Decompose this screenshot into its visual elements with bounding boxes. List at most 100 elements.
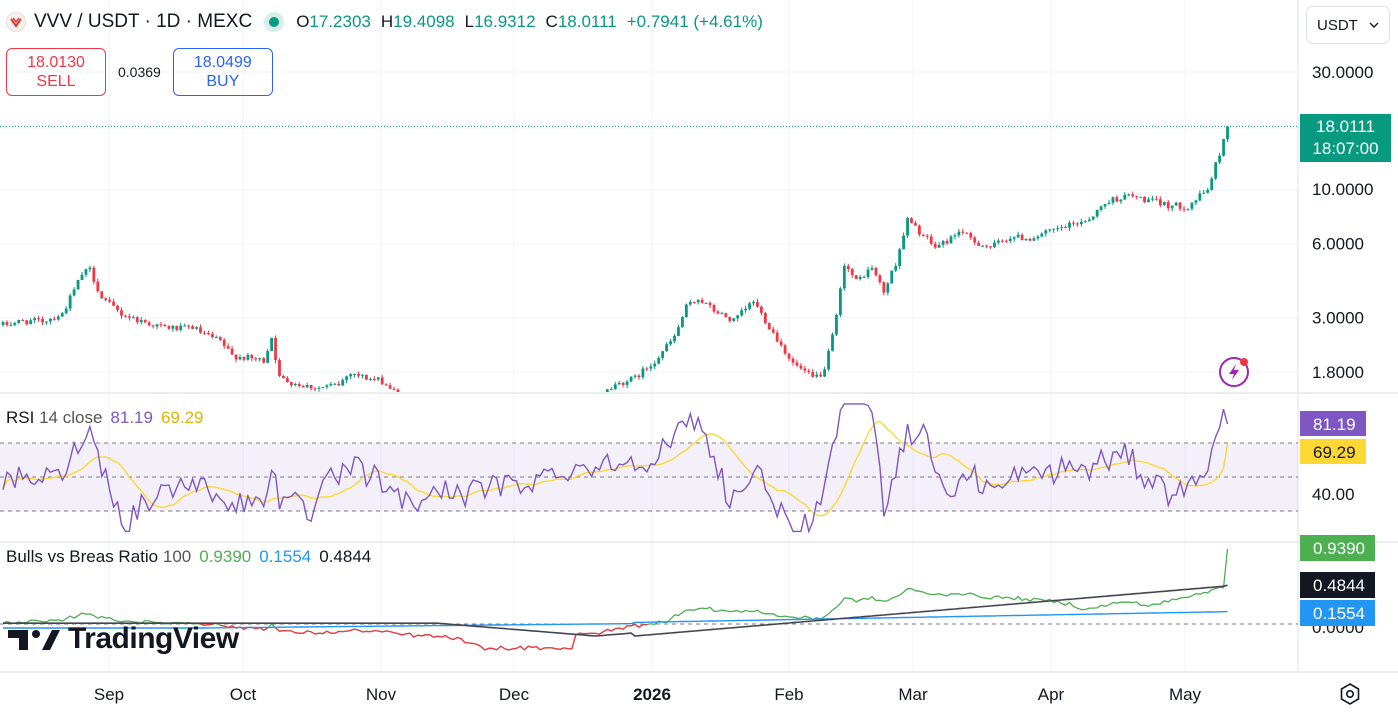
candle-body [1162, 202, 1166, 206]
candle-body [866, 269, 870, 277]
candle-body [795, 362, 799, 366]
candle-body [1186, 208, 1190, 210]
price-axis-label: 10.0000 [1312, 180, 1373, 199]
candle-body [890, 270, 894, 284]
candle-body [56, 316, 60, 320]
candle-body [1004, 240, 1008, 242]
candle-body [957, 231, 961, 236]
tradingview-logo[interactable]: TradingView [8, 622, 239, 656]
candle-body [925, 235, 929, 237]
candle-body [602, 394, 605, 397]
candle-body [503, 419, 506, 421]
candle-body [210, 333, 214, 338]
candle-body [361, 374, 364, 376]
candle-body [341, 380, 345, 386]
tradingview-logo-icon [8, 630, 60, 650]
bbr-title: Bulls vs Breas Ratio 100 [6, 547, 192, 566]
candle-body [902, 235, 905, 250]
candle-body [1056, 228, 1060, 230]
candle-body [878, 275, 882, 283]
candle-body [543, 416, 546, 417]
candle-body [250, 354, 254, 359]
candle-body [199, 327, 202, 333]
candle-body [677, 327, 680, 336]
candle-body [653, 363, 657, 367]
candle-body [965, 232, 969, 234]
candle-body [242, 357, 246, 360]
candle-body [1198, 193, 1202, 201]
candle-body [286, 378, 289, 383]
candle-body [416, 402, 419, 404]
candle-body [491, 416, 494, 417]
rsi-line [2, 403, 1229, 534]
candle-body [1170, 205, 1174, 209]
candle-body [621, 382, 625, 385]
buy-price: 18.0499 [193, 54, 252, 71]
candle-body [1068, 222, 1071, 228]
candle-body [68, 295, 72, 309]
candle-body [1194, 200, 1198, 203]
bulls-value: 0.9390 [199, 547, 252, 566]
candle-body [1012, 237, 1016, 239]
candle-body [629, 376, 633, 382]
candle-body [535, 417, 538, 419]
buy-button[interactable]: 18.0499 BUY [172, 48, 273, 96]
candle-body [1166, 202, 1170, 209]
settings-gear-icon[interactable] [1338, 682, 1362, 706]
candle-body [779, 341, 783, 346]
candle-body [207, 333, 210, 335]
candle-body [870, 268, 874, 270]
candle-body [724, 313, 728, 317]
candle-body [396, 389, 400, 392]
candle-body [519, 420, 522, 421]
bbr-legend[interactable]: Bulls vs Breas Ratio 100 0.9390 0.1554 0… [6, 547, 371, 567]
market-status-icon[interactable] [264, 12, 285, 32]
currency-selector[interactable]: USDT [1306, 6, 1390, 44]
candle-body [33, 318, 36, 321]
candle-body [131, 317, 135, 319]
symbol-title[interactable]: VVV / USDT · 1D · MEXC [34, 11, 253, 32]
candle-body [1135, 196, 1139, 198]
lightning-dot [1240, 358, 1248, 366]
candle-body [700, 300, 704, 303]
rsi-ma-value: 69.29 [160, 408, 204, 427]
candle-body [392, 388, 396, 390]
price-axis-label: 6.0000 [1312, 235, 1364, 254]
candle-body [495, 416, 498, 420]
time-axis-label: 2026 [633, 685, 671, 704]
low-value: 16.9312 [474, 12, 536, 31]
candle-body [476, 416, 479, 418]
candle-body [539, 418, 542, 419]
rsi-legend[interactable]: RSI 14 close 81.19 69.29 [6, 408, 204, 428]
candle-body [799, 365, 803, 369]
candle-body [1222, 139, 1225, 156]
candle-body [969, 232, 973, 238]
candle-body [1099, 206, 1103, 210]
candle-body [460, 412, 463, 413]
candle-body [811, 372, 815, 377]
candle-body [171, 325, 175, 329]
candle-body [155, 324, 159, 327]
candle-body [617, 382, 621, 385]
candle-body [116, 305, 119, 311]
bulls-badge-text: 0.9390 [1313, 539, 1365, 558]
candle-body [1210, 178, 1214, 190]
candle-body [566, 406, 569, 407]
candle-body [1202, 192, 1206, 194]
candle-body [1036, 236, 1040, 239]
ratio-value: 0.4844 [319, 547, 372, 566]
candle-body [380, 377, 384, 385]
candle-body [657, 357, 661, 364]
candle-body [480, 414, 483, 416]
candle-body [100, 291, 104, 299]
sell-button[interactable]: 18.0130 SELL [6, 48, 106, 96]
candle-body [736, 315, 740, 319]
candle-body [665, 344, 668, 352]
candle-body [989, 246, 992, 248]
candle-body [1115, 197, 1119, 202]
candle-body [756, 301, 759, 307]
candle-body [456, 411, 459, 412]
candle-body [52, 318, 56, 320]
candle-body [1020, 234, 1024, 241]
